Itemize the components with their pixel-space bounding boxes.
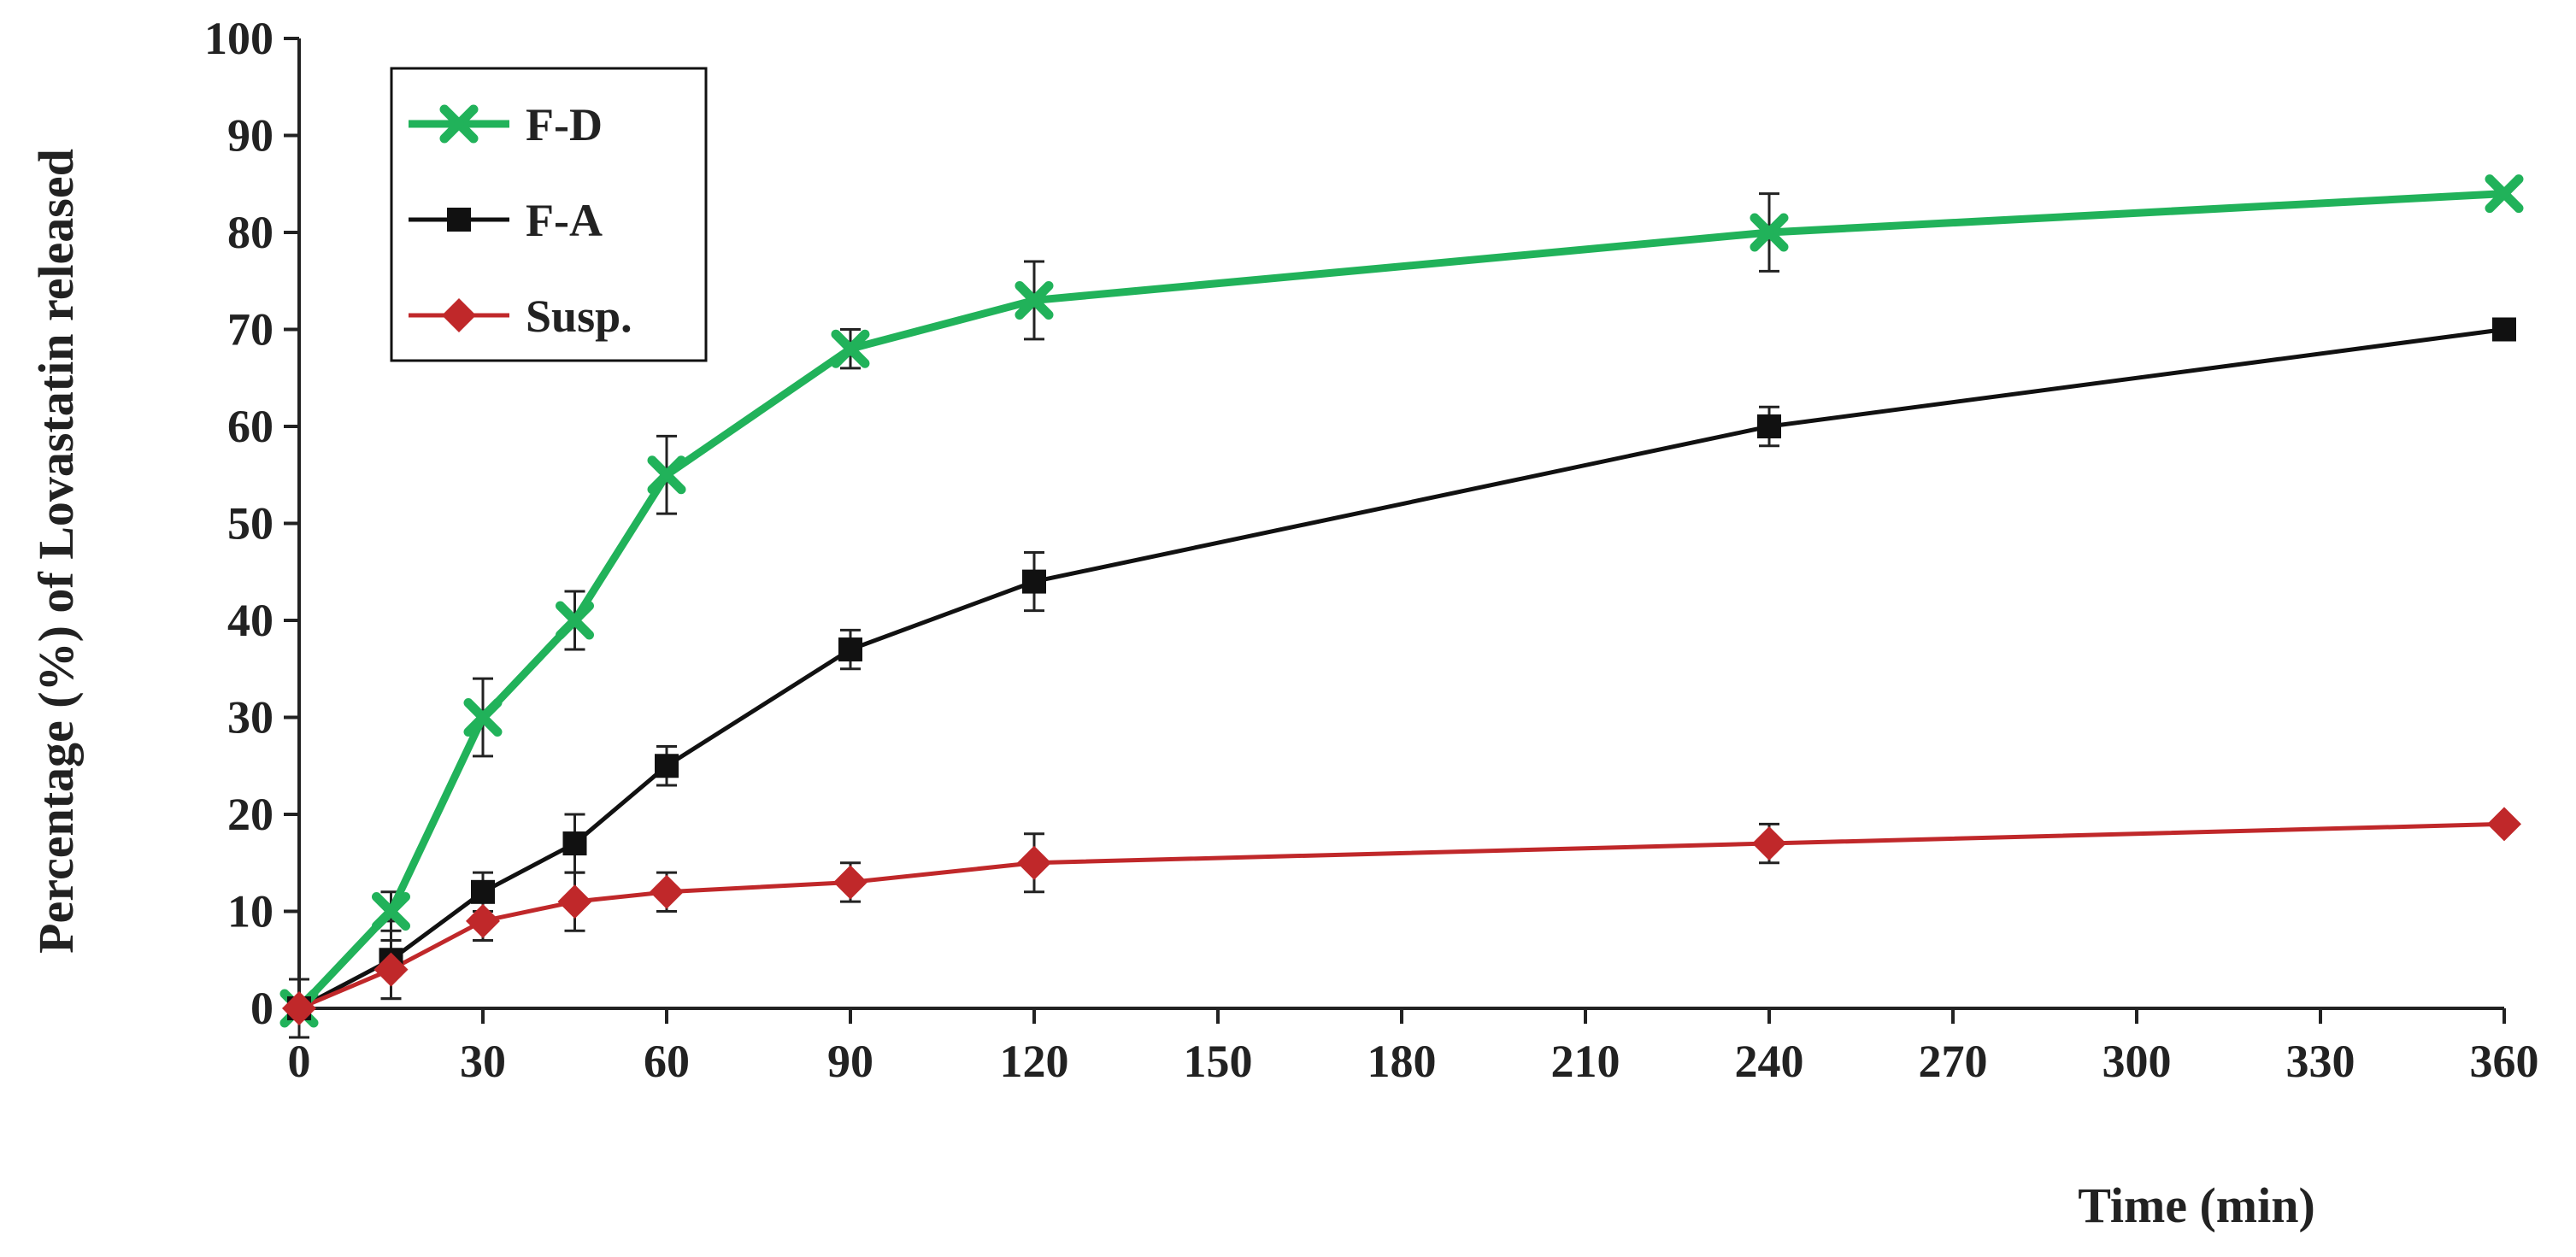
axes: 0 10 20 30 40 50 60 70 80 90 100 0 30 60 90 120 150 180 21…	[204, 13, 2539, 1087]
y-tick-label: 30	[227, 692, 273, 743]
marker-f-d	[1750, 213, 1789, 252]
x-tick-label: 120	[1000, 1036, 1069, 1087]
marker-susp	[1752, 826, 1786, 861]
x-tick-label: 150	[1184, 1036, 1253, 1087]
y-tick-label: 10	[227, 886, 273, 937]
marker-f-d	[463, 698, 503, 737]
marker-f-a	[1757, 414, 1781, 438]
series-line-f-a	[297, 327, 2507, 1011]
marker-f-a	[1022, 569, 1046, 594]
legend-label-susp: Susp.	[526, 291, 632, 342]
legend: F-D F-A Susp.	[390, 67, 708, 362]
y-tick-label: 70	[227, 304, 273, 355]
x-tick-label: 360	[2470, 1036, 2539, 1087]
marker-susp	[650, 874, 684, 909]
marker-f-d	[1015, 280, 1054, 320]
x-tick-label: 90	[827, 1036, 873, 1087]
marker-susp	[466, 903, 500, 938]
marker-f-d	[372, 892, 410, 931]
legend-label-f-a: F-A	[526, 195, 603, 246]
x-tick-label: 210	[1551, 1036, 1620, 1087]
marker-susp	[833, 865, 867, 900]
y-tick-label: 100	[204, 13, 273, 64]
legend-label-f-d: F-D	[526, 99, 603, 150]
marker-susp	[282, 991, 316, 1025]
legend-marker-f-d	[439, 104, 479, 144]
y-tick-label: 90	[227, 110, 273, 162]
legend-marker-f-a	[447, 208, 471, 232]
legend-box	[390, 67, 708, 362]
y-axis-title: Percentage (%) of Lovastatin released	[28, 149, 84, 954]
marker-susp	[2487, 807, 2521, 842]
y-tick-label: 20	[227, 789, 273, 840]
marker-f-a	[562, 831, 587, 856]
marker-susp	[557, 884, 592, 919]
x-tick-label: 270	[1919, 1036, 1988, 1087]
x-tick-label: 330	[2286, 1036, 2355, 1087]
y-tick-label: 0	[250, 983, 273, 1034]
marker-susp	[373, 952, 409, 987]
legend-marker-susp	[442, 298, 476, 332]
marker-f-d	[647, 455, 686, 495]
series-line-susp	[297, 821, 2507, 1011]
x-tick-label: 60	[644, 1036, 690, 1087]
x-tick-label: 300	[2103, 1036, 2172, 1087]
y-tick-label: 60	[227, 401, 273, 452]
marker-f-a	[471, 879, 495, 904]
x-tick-label: 0	[288, 1036, 311, 1087]
marker-f-d	[831, 329, 870, 368]
x-axis-title: Time (min)	[2078, 1178, 2315, 1233]
y-tick-label: 50	[227, 498, 273, 549]
marker-f-d	[556, 601, 594, 640]
marker-f-a	[655, 754, 679, 778]
marker-f-d	[2485, 174, 2524, 214]
y-tick-label: 40	[227, 595, 273, 646]
marker-susp	[1017, 845, 1051, 880]
marker-f-a	[2492, 317, 2516, 342]
x-tick-label: 30	[460, 1036, 506, 1087]
marker-f-a	[838, 637, 862, 662]
series-markers	[279, 174, 2524, 1028]
x-tick-label: 180	[1367, 1036, 1437, 1087]
y-tick-label: 80	[227, 207, 273, 258]
x-tick-label: 240	[1735, 1036, 1804, 1087]
